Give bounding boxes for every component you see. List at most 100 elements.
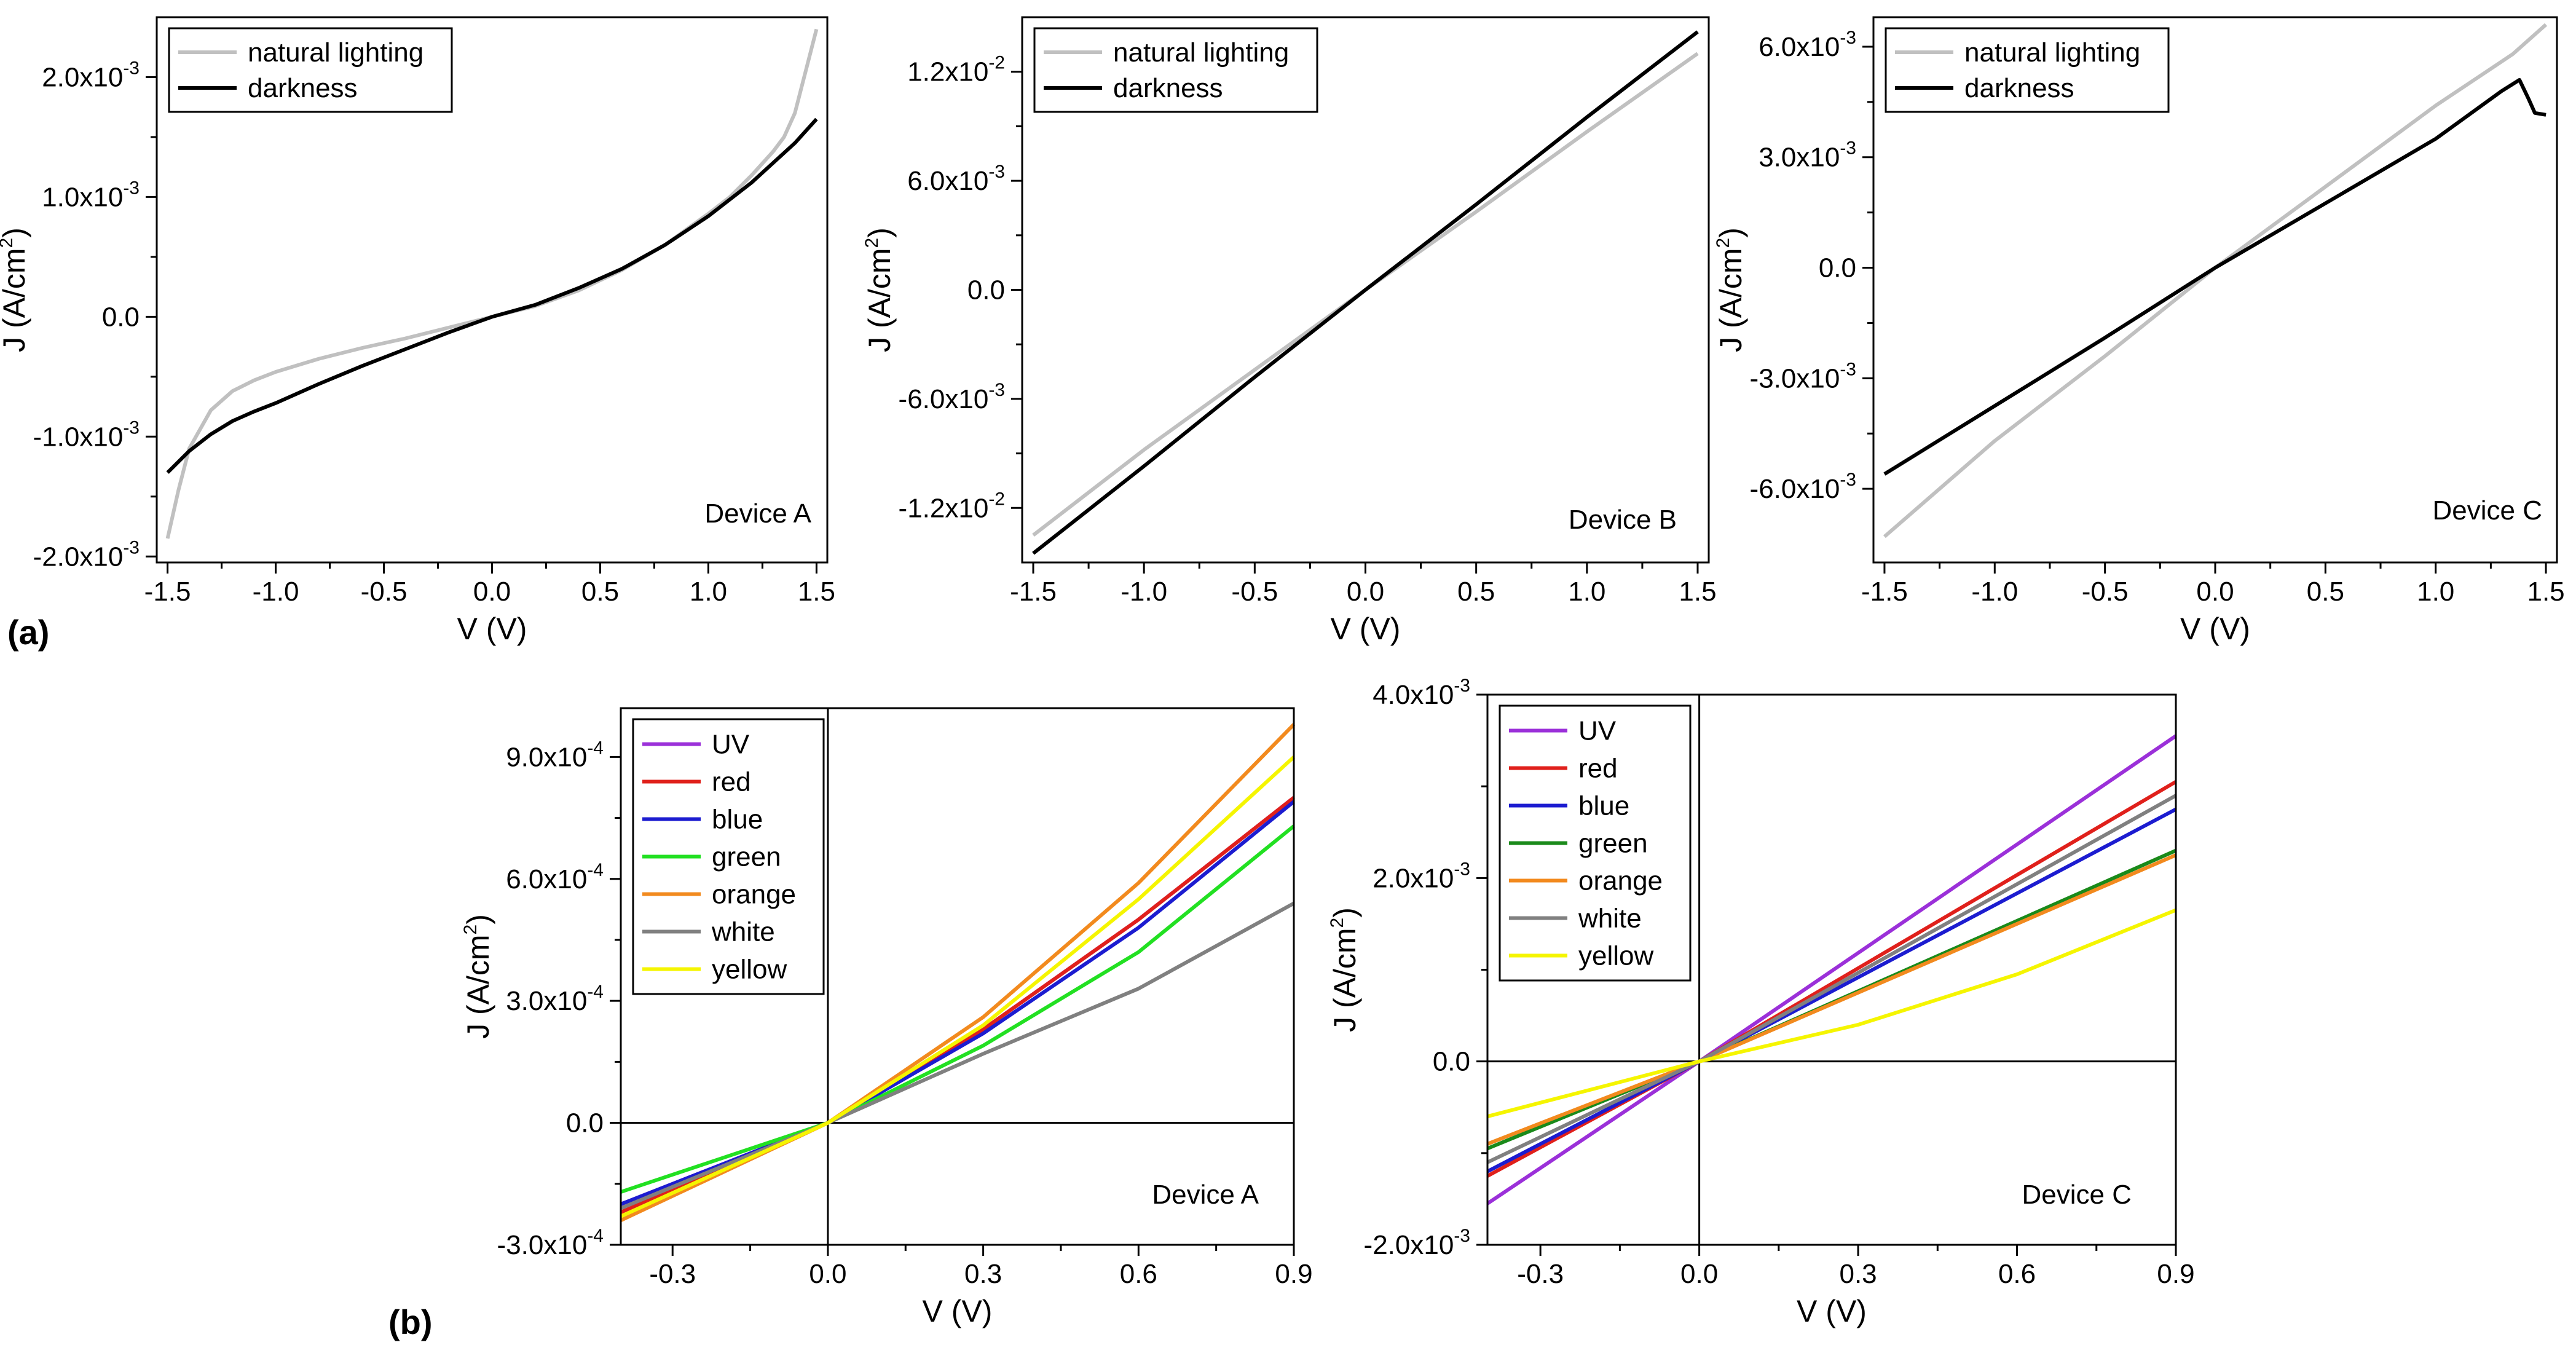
y-tick-label: 9.0x10-4 xyxy=(506,738,604,772)
x-tick-label: 1.5 xyxy=(798,577,835,607)
y-tick-label: -3.0x10-3 xyxy=(1750,359,1856,393)
y-tick-label: 6.0x10-3 xyxy=(907,162,1005,196)
x-tick-label: -1.0 xyxy=(1971,577,2018,607)
y-tick-label: 1.2x10-2 xyxy=(907,53,1005,87)
x-tick-label: -0.3 xyxy=(1517,1259,1564,1289)
x-axis-label: V (V) xyxy=(457,612,527,646)
y-axis-label: J (A/cm2) xyxy=(1327,907,1362,1032)
legend-box xyxy=(1033,27,1318,113)
y-tick-label: 1.0x10-3 xyxy=(42,178,140,212)
x-axis-label: V (V) xyxy=(1331,612,1401,646)
x-tick-label: 0.6 xyxy=(1120,1259,1157,1289)
panel-label-b: (b) xyxy=(388,1303,433,1341)
y-tick-label: -2.0x10-3 xyxy=(1364,1226,1470,1260)
y-tick-label: -6.0x10-3 xyxy=(1750,470,1856,504)
legend-label: red xyxy=(1578,754,1618,784)
x-tick-label: -0.5 xyxy=(1231,577,1278,607)
x-tick-label: 0.9 xyxy=(1275,1259,1312,1289)
y-tick-label: 0.0 xyxy=(1819,253,1856,283)
series-line-darkness xyxy=(1883,77,2546,476)
legend-label: white xyxy=(1578,904,1642,934)
x-tick-label: 1.5 xyxy=(2527,577,2564,607)
y-axis-label: J (A/cm2) xyxy=(1713,227,1748,352)
y-tick-label: -6.0x10-3 xyxy=(899,380,1005,414)
series-line-darkness xyxy=(166,117,818,474)
x-tick-label: 0.0 xyxy=(1680,1259,1718,1289)
x-tick-label: -0.3 xyxy=(649,1259,696,1289)
panel-label-a: (a) xyxy=(7,613,49,652)
legend-label: blue xyxy=(1578,791,1629,821)
device-label: Device C xyxy=(2433,495,2543,526)
legend-label: green xyxy=(1578,829,1648,859)
series-line-darkness xyxy=(1032,30,1699,555)
y-tick-label: -1.0x10-3 xyxy=(33,417,140,452)
legend-label: white xyxy=(711,917,775,947)
legend-label: orange xyxy=(1578,866,1663,896)
x-tick-label: -1.0 xyxy=(1121,577,1167,607)
x-tick-label: 0.5 xyxy=(1457,577,1495,607)
y-tick-label: 6.0x10-4 xyxy=(506,860,604,894)
chart-a3: -1.5 -1.0 -0.5 0.0 0.5 1.0 1.5 -6.0x10-3 -3.0x10… xyxy=(1713,16,2565,646)
legend-label: yellow xyxy=(712,955,787,985)
legend-label: natural lighting xyxy=(1964,37,2140,68)
y-axis-label: J (A/cm2) xyxy=(460,914,495,1039)
series-line-yellow xyxy=(620,755,1296,1218)
legend-label: UV xyxy=(712,730,750,760)
chart-b2: -0.3 0.0 0.3 0.6 0.9 -2.0x10-3 0.0 2.0x10-3 4.0x… xyxy=(1327,676,2195,1328)
legend-label: orange xyxy=(712,880,796,910)
y-tick-label: 0.0 xyxy=(102,302,140,332)
y-tick-label: -2.0x10-3 xyxy=(33,537,140,572)
x-axis-label: V (V) xyxy=(1797,1294,1867,1328)
x-tick-label: 0.3 xyxy=(1839,1259,1877,1289)
x-tick-label: 0.3 xyxy=(964,1259,1002,1289)
y-tick-label: 6.0x10-3 xyxy=(1759,28,1856,62)
y-tick-label: 3.0x10-3 xyxy=(1759,138,1856,173)
legend-label: natural lighting xyxy=(248,37,423,68)
y-tick-label: 2.0x10-3 xyxy=(42,58,140,92)
y-tick-label: 4.0x10-3 xyxy=(1373,676,1470,710)
series-line-yellow xyxy=(1487,908,2177,1119)
legend-label: green xyxy=(712,842,781,872)
x-tick-label: 1.5 xyxy=(1679,577,1716,607)
x-tick-label: -1.5 xyxy=(144,577,191,607)
x-tick-label: 0.5 xyxy=(2307,577,2344,607)
x-tick-label: 0.0 xyxy=(2196,577,2234,607)
x-tick-label: 0.0 xyxy=(1347,577,1384,607)
legend-box xyxy=(1885,27,2170,113)
y-axis-label: J (A/cm2) xyxy=(0,227,31,352)
x-tick-label: 0.9 xyxy=(2157,1259,2194,1289)
legend-box xyxy=(168,27,453,113)
legend-label: blue xyxy=(712,805,763,835)
x-tick-label: -1.5 xyxy=(1861,577,1908,607)
y-axis-label: J (A/cm2) xyxy=(862,227,897,352)
x-tick-label: -1.0 xyxy=(253,577,299,607)
legend-label: natural lighting xyxy=(1113,37,1289,68)
device-label: Device A xyxy=(704,499,811,529)
legend-label: red xyxy=(712,767,751,797)
x-tick-label: -0.5 xyxy=(2082,577,2129,607)
x-tick-label: -0.5 xyxy=(361,577,408,607)
x-tick-label: 0.6 xyxy=(1998,1259,2036,1289)
chart-a2: -1.5 -1.0 -0.5 0.0 0.5 1.0 1.5 -1.2x10-2 -6.0x10… xyxy=(862,16,1717,646)
device-label: Device A xyxy=(1152,1180,1259,1210)
x-axis-label: V (V) xyxy=(923,1294,993,1328)
series-line-natural-lighting xyxy=(1032,52,1699,537)
chart-a1: -1.5 -1.0 -0.5 0.0 0.5 1.0 1.5 -2.0x10-3 -1.0x10… xyxy=(0,16,835,646)
legend-label: darkness xyxy=(1113,73,1223,103)
series-line-green xyxy=(620,824,1295,1194)
y-tick-label: -3.0x10-4 xyxy=(497,1226,604,1260)
device-label: Device C xyxy=(2022,1180,2132,1210)
x-tick-label: 1.0 xyxy=(1568,577,1605,607)
legend-label: darkness xyxy=(1964,73,2074,103)
x-tick-label: 0.5 xyxy=(581,577,619,607)
device-label: Device B xyxy=(1569,505,1677,535)
legend-label: darkness xyxy=(248,73,358,103)
legend-label: yellow xyxy=(1578,941,1653,971)
x-tick-label: 0.0 xyxy=(473,577,511,607)
x-tick-label: 1.0 xyxy=(690,577,727,607)
y-tick-label: -1.2x10-2 xyxy=(899,489,1005,523)
x-tick-label: 0.0 xyxy=(809,1259,846,1289)
x-tick-label: -1.5 xyxy=(1010,577,1057,607)
y-tick-label: 0.0 xyxy=(967,275,1005,306)
